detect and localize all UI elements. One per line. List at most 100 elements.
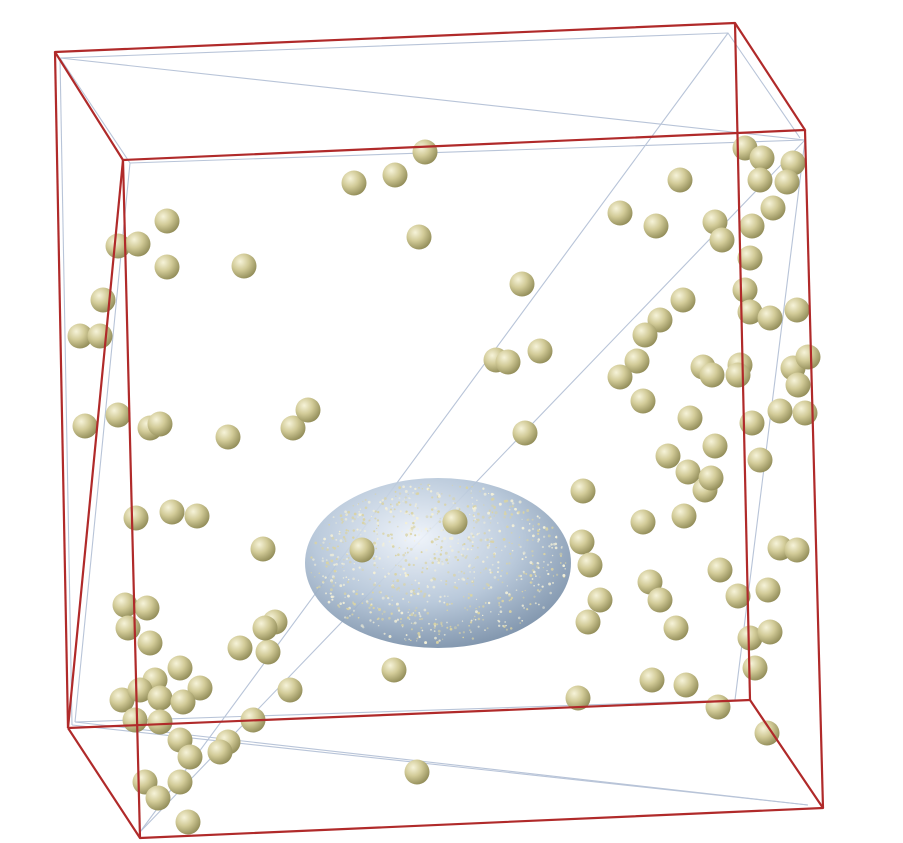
blob-speckle bbox=[324, 592, 328, 595]
blob-speckle bbox=[388, 540, 391, 543]
blob-speckle bbox=[407, 611, 409, 613]
blob-speckle bbox=[371, 591, 374, 594]
blob-speckle bbox=[508, 599, 511, 602]
blob-speckle bbox=[409, 590, 413, 593]
blob-speckle bbox=[408, 618, 411, 620]
blob-speckle bbox=[399, 574, 402, 576]
blob-speckle bbox=[474, 618, 477, 621]
blob-speckle bbox=[403, 583, 406, 586]
blob-speckle bbox=[449, 625, 452, 628]
blob-speckle bbox=[533, 595, 536, 598]
blob-speckle bbox=[409, 485, 412, 488]
blob-speckle bbox=[438, 520, 442, 524]
blob-speckle bbox=[342, 577, 345, 579]
blob-speckle bbox=[352, 529, 356, 532]
blob-speckle bbox=[385, 594, 388, 598]
blob-speckle bbox=[488, 542, 491, 545]
blob-speckle bbox=[477, 546, 479, 549]
blob-speckle bbox=[418, 613, 421, 616]
blob-speckle bbox=[438, 639, 441, 642]
particle-sphere bbox=[784, 297, 810, 323]
blob-speckle bbox=[483, 492, 487, 496]
blob-speckle bbox=[520, 578, 523, 581]
blob-speckle bbox=[408, 534, 412, 538]
blob-speckle bbox=[363, 529, 367, 533]
blob-speckle bbox=[434, 537, 438, 541]
blob-speckle bbox=[551, 547, 553, 549]
blob-speckle bbox=[398, 492, 402, 495]
blob-speckle bbox=[408, 608, 411, 611]
blob-speckle bbox=[375, 531, 378, 534]
blob-speckle bbox=[361, 513, 365, 517]
blob-speckle bbox=[429, 558, 432, 560]
blob-speckle bbox=[473, 566, 475, 568]
blob-speckle bbox=[486, 556, 489, 559]
blob-speckle bbox=[510, 531, 513, 534]
particle-sphere bbox=[349, 537, 375, 563]
blob-speckle bbox=[376, 566, 379, 569]
blob-speckle bbox=[539, 589, 542, 591]
particle-sphere bbox=[125, 231, 151, 257]
blob-speckle bbox=[434, 569, 437, 572]
particle-sphere bbox=[655, 443, 681, 469]
blob-speckle bbox=[414, 505, 417, 508]
blob-speckle bbox=[548, 545, 551, 548]
blob-speckle bbox=[468, 593, 470, 595]
particle-sphere bbox=[587, 587, 613, 613]
blob-speckle bbox=[352, 577, 355, 581]
blob-speckle bbox=[518, 500, 522, 504]
blob-speckle bbox=[426, 530, 429, 532]
blob-speckle bbox=[387, 572, 390, 575]
blob-speckle bbox=[468, 624, 470, 627]
blob-speckle bbox=[369, 598, 371, 601]
blob-speckle bbox=[451, 536, 454, 539]
blob-speckle bbox=[448, 556, 450, 558]
blob-speckle bbox=[536, 589, 540, 592]
blob-speckle bbox=[457, 539, 460, 541]
blob-speckle bbox=[501, 581, 504, 584]
blob-speckle bbox=[364, 498, 367, 501]
blob-speckle bbox=[395, 503, 399, 506]
particle-sphere bbox=[154, 254, 180, 280]
blob-speckle bbox=[402, 626, 404, 628]
blob-speckle bbox=[525, 556, 527, 559]
blob-speckle bbox=[493, 553, 496, 556]
blob-speckle bbox=[518, 536, 521, 539]
blob-speckle bbox=[449, 545, 452, 548]
blob-speckle bbox=[409, 547, 413, 551]
blob-speckle bbox=[471, 503, 474, 505]
blob-speckle bbox=[412, 514, 415, 517]
blob-speckle bbox=[345, 529, 348, 532]
particle-sphere bbox=[737, 299, 763, 325]
blob-speckle bbox=[421, 571, 424, 574]
blob-speckle bbox=[452, 497, 456, 501]
blob-speckle bbox=[433, 556, 437, 560]
blob-speckle bbox=[433, 553, 436, 556]
blob-speckle bbox=[402, 567, 406, 571]
blob-speckle bbox=[404, 552, 407, 554]
particle-sphere bbox=[412, 139, 438, 165]
blob-speckle bbox=[521, 558, 524, 561]
particle-sphere bbox=[252, 615, 278, 641]
blob-speckle bbox=[528, 523, 531, 525]
particle-sphere bbox=[184, 503, 210, 529]
blob-speckle bbox=[426, 611, 430, 615]
blob-speckle bbox=[462, 544, 464, 546]
blob-speckle bbox=[436, 550, 438, 553]
blob-speckle bbox=[330, 534, 334, 537]
blob-speckle bbox=[313, 563, 317, 566]
blob-speckle bbox=[471, 580, 473, 582]
blob-speckle bbox=[347, 594, 350, 598]
blob-speckle bbox=[389, 503, 392, 506]
blob-speckle bbox=[376, 533, 378, 535]
blob-speckle bbox=[323, 537, 326, 541]
blob-speckle bbox=[320, 544, 322, 546]
particle-sphere bbox=[760, 195, 786, 221]
particle-sphere bbox=[739, 213, 765, 239]
particle-sphere bbox=[72, 413, 98, 439]
blob-speckle bbox=[562, 564, 566, 568]
blob-speckle bbox=[497, 578, 500, 581]
blob-speckle bbox=[465, 486, 469, 489]
blob-speckle bbox=[509, 627, 513, 630]
particle-sphere bbox=[170, 689, 196, 715]
